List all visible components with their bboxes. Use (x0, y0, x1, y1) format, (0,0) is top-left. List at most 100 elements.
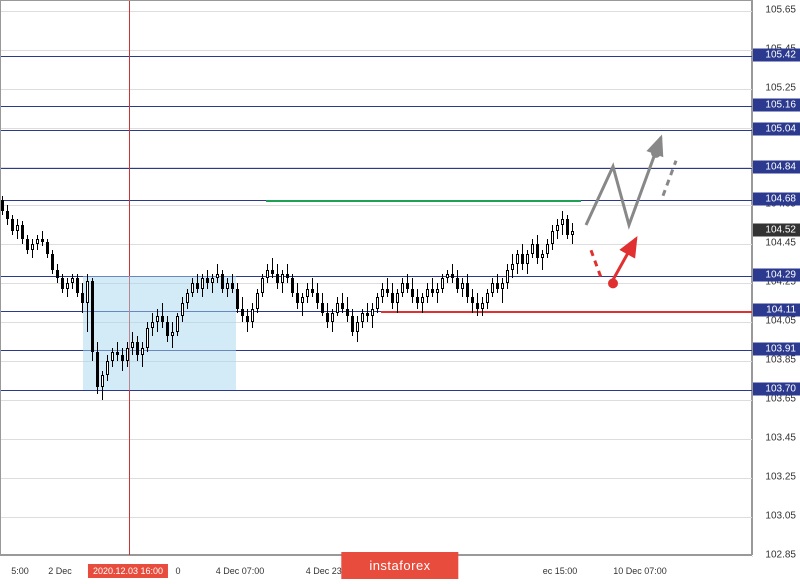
candle (141, 342, 144, 367)
candle (371, 303, 374, 328)
grid-line (1, 11, 753, 12)
candle (461, 278, 464, 297)
candle (561, 211, 564, 234)
candle (246, 309, 249, 332)
candle (331, 309, 334, 332)
price-level-label: 105.04 (753, 122, 800, 135)
price-level-label: 104.11 (753, 303, 800, 316)
y-tick-label: 103.45 (765, 433, 796, 444)
candle (406, 274, 409, 293)
grid-line (1, 478, 753, 479)
candle (391, 283, 394, 308)
grid-line (1, 50, 753, 51)
candle (436, 283, 439, 302)
price-level-label: 104.29 (753, 268, 800, 281)
candle (66, 278, 69, 297)
candle (571, 223, 574, 244)
candle (171, 322, 174, 347)
candle (526, 250, 529, 273)
candle (386, 278, 389, 297)
candle (241, 297, 244, 322)
candle (471, 289, 474, 312)
candle (186, 289, 189, 308)
candle (376, 293, 379, 312)
grid-line (1, 205, 753, 206)
candle (496, 274, 499, 293)
candle (1, 196, 4, 215)
plot-area[interactable] (0, 0, 752, 555)
candle (366, 303, 369, 322)
candle (136, 336, 139, 361)
candle (466, 274, 469, 303)
candle (31, 239, 34, 258)
candle (456, 270, 459, 293)
price-level-label: 104.84 (753, 161, 800, 174)
candle (51, 250, 54, 273)
candle (166, 316, 169, 341)
candle (516, 250, 519, 273)
candle (41, 231, 44, 247)
candle (346, 297, 349, 322)
price-level-label: 103.91 (753, 342, 800, 355)
candle (191, 278, 194, 297)
watermark-badge: instaforex (341, 552, 458, 579)
candle (21, 221, 24, 244)
candle (486, 289, 489, 308)
x-tick-label: 2 Dec (48, 566, 72, 576)
candle (256, 289, 259, 312)
y-axis: 102.85103.05103.25103.45103.65103.85104.… (752, 0, 800, 555)
candle (401, 278, 404, 297)
candle (311, 278, 314, 297)
candle (541, 250, 544, 269)
candle (151, 313, 154, 336)
candle (356, 316, 359, 341)
candle (121, 348, 124, 371)
candle (411, 278, 414, 303)
candle (286, 264, 289, 283)
candle (76, 274, 79, 297)
candle (451, 264, 454, 283)
price-level-line (1, 56, 753, 57)
y-tick-label: 103.05 (765, 511, 796, 522)
candle (301, 293, 304, 316)
candle (46, 239, 49, 258)
x-tick-label: ec 15:00 (543, 566, 578, 576)
candle (476, 293, 479, 316)
price-level-line (1, 168, 753, 169)
candle (426, 283, 429, 302)
candle (116, 342, 119, 361)
candle (201, 274, 204, 297)
candle (506, 264, 509, 289)
candle (536, 235, 539, 264)
candle (16, 219, 19, 238)
candle (231, 274, 234, 293)
candle (216, 264, 219, 283)
y-tick-label: 104.45 (765, 238, 796, 249)
candle (111, 348, 114, 367)
candle (276, 264, 279, 289)
candle (56, 264, 59, 283)
candle (81, 283, 84, 312)
x-marker-label: 2020.12.03 16:00 (88, 564, 168, 578)
candle (251, 303, 254, 328)
candle (226, 278, 229, 297)
grid-line (1, 400, 753, 401)
candle (131, 332, 134, 355)
y-tick-label: 104.05 (765, 316, 796, 327)
candle (421, 293, 424, 312)
candle (161, 303, 164, 328)
candle (156, 309, 159, 332)
candle (501, 278, 504, 303)
candle (91, 278, 94, 362)
candle (236, 283, 239, 312)
candle (281, 270, 284, 293)
price-level-label: 105.16 (753, 99, 800, 112)
candle (306, 283, 309, 302)
candle (481, 297, 484, 316)
candle (86, 274, 89, 332)
resistance-line (266, 200, 581, 202)
candle (431, 278, 434, 297)
y-tick-label: 102.85 (765, 550, 796, 561)
grid-line (1, 167, 753, 168)
grid-line (1, 128, 753, 129)
